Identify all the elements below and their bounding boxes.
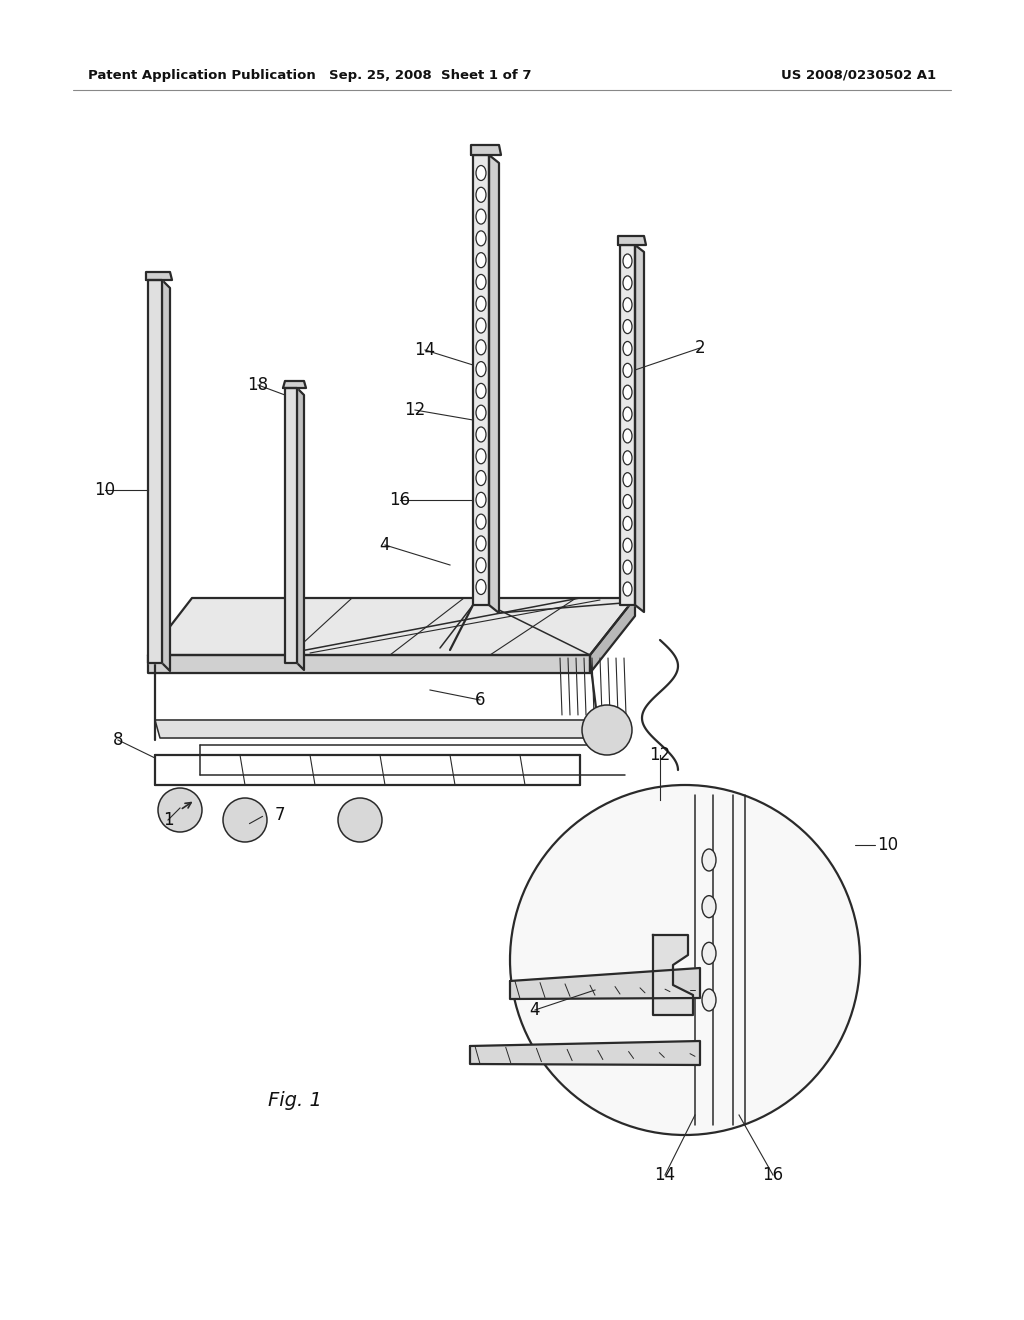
Polygon shape	[146, 272, 172, 280]
Text: 7: 7	[274, 807, 286, 824]
Ellipse shape	[476, 470, 486, 486]
Ellipse shape	[623, 407, 632, 421]
Text: 12: 12	[404, 401, 426, 418]
Polygon shape	[473, 154, 489, 605]
Ellipse shape	[476, 362, 486, 376]
Text: Sep. 25, 2008  Sheet 1 of 7: Sep. 25, 2008 Sheet 1 of 7	[329, 69, 531, 82]
Text: 10: 10	[878, 836, 899, 854]
Ellipse shape	[702, 849, 716, 871]
Ellipse shape	[623, 385, 632, 399]
Ellipse shape	[623, 342, 632, 355]
Ellipse shape	[623, 539, 632, 552]
Ellipse shape	[623, 451, 632, 465]
Polygon shape	[148, 280, 162, 663]
Polygon shape	[283, 381, 306, 388]
Polygon shape	[155, 719, 610, 738]
Text: 4: 4	[380, 536, 390, 554]
Ellipse shape	[623, 560, 632, 574]
Text: 12: 12	[649, 746, 671, 764]
Ellipse shape	[623, 582, 632, 597]
Ellipse shape	[476, 426, 486, 442]
Polygon shape	[148, 655, 590, 673]
Ellipse shape	[623, 473, 632, 487]
Ellipse shape	[476, 252, 486, 268]
Polygon shape	[510, 968, 700, 999]
Ellipse shape	[623, 363, 632, 378]
Ellipse shape	[623, 495, 632, 508]
Ellipse shape	[623, 298, 632, 312]
Text: 6: 6	[475, 690, 485, 709]
Circle shape	[338, 799, 382, 842]
Ellipse shape	[476, 558, 486, 573]
Text: Fig. 1: Fig. 1	[268, 1090, 322, 1110]
Polygon shape	[590, 598, 635, 673]
Polygon shape	[148, 598, 635, 655]
Polygon shape	[285, 388, 297, 663]
Ellipse shape	[702, 942, 716, 965]
Ellipse shape	[623, 429, 632, 444]
Ellipse shape	[476, 231, 486, 246]
Ellipse shape	[476, 209, 486, 224]
Text: 2: 2	[694, 339, 706, 356]
Circle shape	[223, 799, 267, 842]
Polygon shape	[635, 246, 644, 612]
Ellipse shape	[476, 449, 486, 463]
Polygon shape	[489, 154, 499, 612]
Text: 16: 16	[389, 491, 411, 510]
Ellipse shape	[476, 383, 486, 399]
Circle shape	[510, 785, 860, 1135]
Polygon shape	[470, 1041, 700, 1065]
Text: 14: 14	[415, 341, 435, 359]
Polygon shape	[618, 236, 646, 246]
Ellipse shape	[476, 513, 486, 529]
Ellipse shape	[476, 275, 486, 289]
Text: 1: 1	[163, 810, 173, 829]
Ellipse shape	[476, 318, 486, 333]
Ellipse shape	[702, 989, 716, 1011]
Circle shape	[582, 705, 632, 755]
Ellipse shape	[623, 319, 632, 334]
Text: US 2008/0230502 A1: US 2008/0230502 A1	[781, 69, 936, 82]
Ellipse shape	[476, 405, 486, 420]
Polygon shape	[620, 246, 635, 605]
Ellipse shape	[476, 492, 486, 507]
Ellipse shape	[476, 187, 486, 202]
Ellipse shape	[623, 276, 632, 290]
Ellipse shape	[476, 536, 486, 550]
Text: 8: 8	[113, 731, 123, 748]
Text: 16: 16	[763, 1166, 783, 1184]
Polygon shape	[653, 935, 693, 1015]
Polygon shape	[162, 280, 170, 671]
Ellipse shape	[476, 296, 486, 312]
Text: 10: 10	[94, 480, 116, 499]
Text: Patent Application Publication: Patent Application Publication	[88, 69, 315, 82]
Text: 14: 14	[654, 1166, 676, 1184]
Ellipse shape	[623, 253, 632, 268]
Polygon shape	[297, 388, 304, 671]
Ellipse shape	[702, 896, 716, 917]
Text: 18: 18	[248, 376, 268, 393]
Ellipse shape	[623, 516, 632, 531]
Text: 4: 4	[529, 1001, 541, 1019]
Ellipse shape	[476, 339, 486, 355]
Ellipse shape	[476, 165, 486, 181]
Circle shape	[158, 788, 202, 832]
Ellipse shape	[476, 579, 486, 594]
Polygon shape	[471, 145, 501, 154]
